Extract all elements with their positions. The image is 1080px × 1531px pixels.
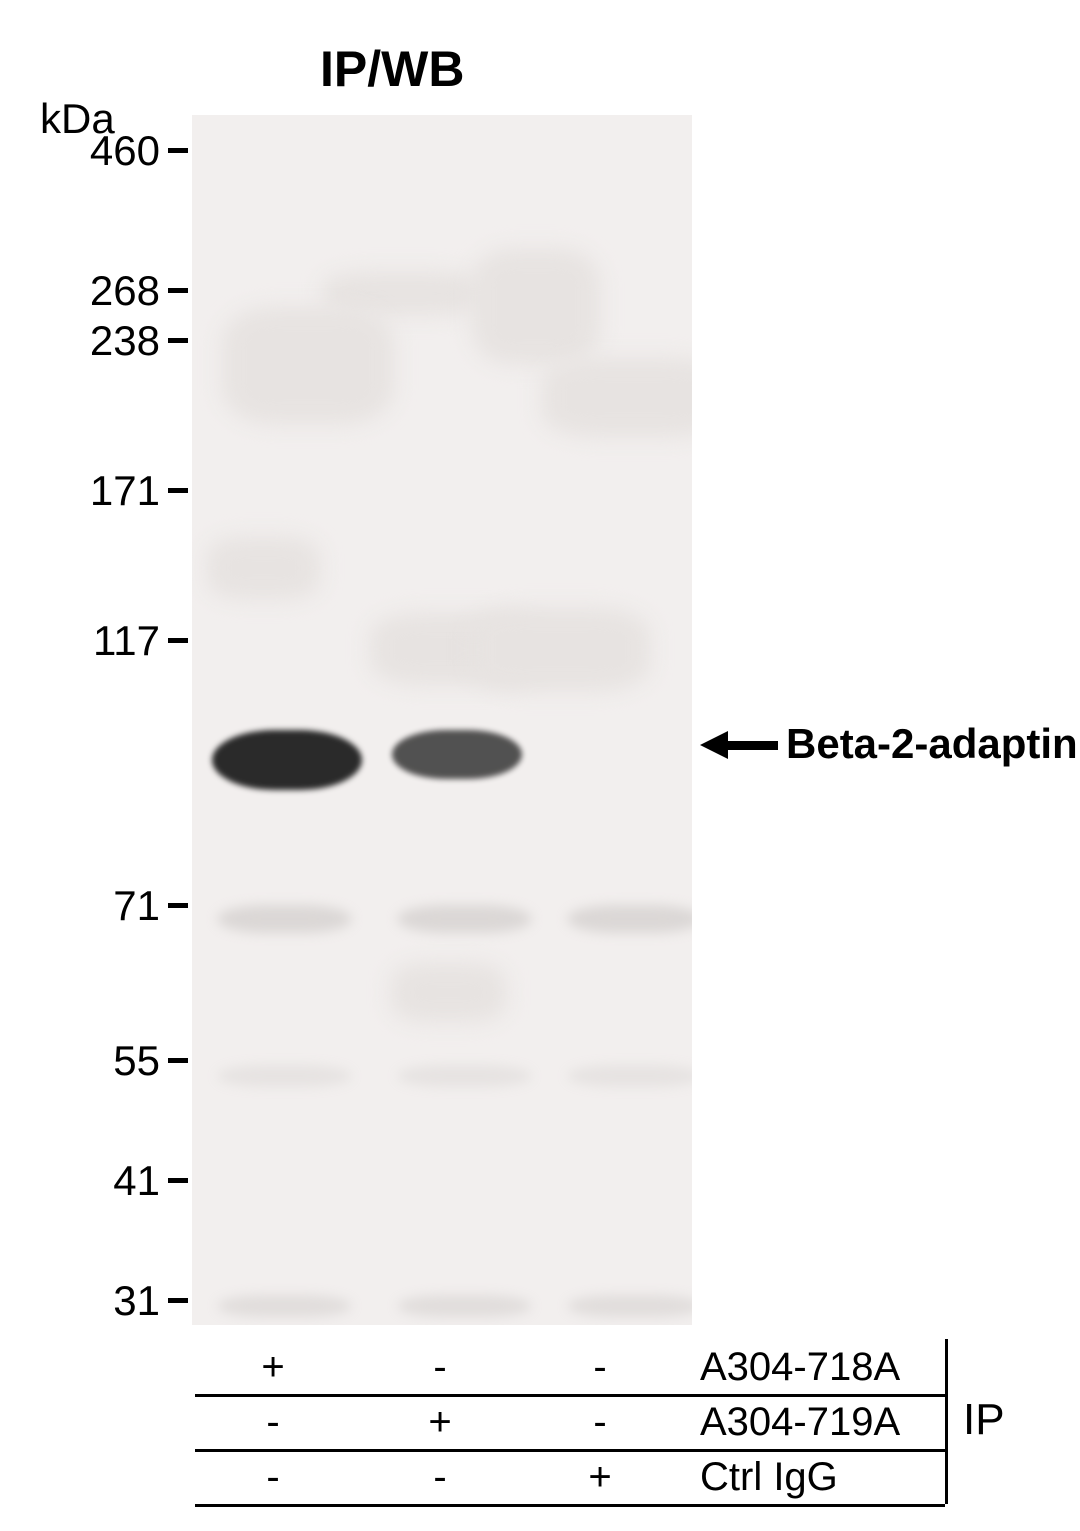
marker-171: 171: [90, 467, 160, 515]
target-band-lane-2: [392, 730, 522, 779]
nonspecific-band-0-lane-1: [217, 905, 352, 933]
ip-cell-r2-c0: -: [253, 1455, 293, 1500]
nonspecific-band-1-lane-1: [217, 1065, 352, 1087]
ip-hline-2: [195, 1504, 945, 1507]
marker-55: 55: [113, 1037, 160, 1085]
blot-noise: [391, 963, 506, 1023]
target-arrow-shaft: [728, 741, 778, 750]
nonspecific-band-0-lane-3: [567, 905, 692, 933]
blot-noise: [207, 537, 320, 599]
ip-cell-r1-c0: -: [253, 1400, 293, 1445]
figure-title: IP/WB: [320, 40, 464, 98]
nonspecific-band-2-lane-1: [217, 1295, 352, 1317]
ip-hline-1: [195, 1449, 945, 1452]
tick-238: [168, 338, 188, 343]
ip-cell-r2-c2: +: [580, 1455, 620, 1500]
tick-171: [168, 488, 188, 493]
marker-117: 117: [93, 617, 160, 665]
western-blot-figure: IP/WB kDa 46026823817111771554131 Beta-2…: [0, 0, 1080, 1531]
nonspecific-band-1-lane-2: [397, 1065, 532, 1087]
nonspecific-band-1-lane-3: [567, 1065, 692, 1087]
ip-bracket-label: IP: [963, 1395, 1005, 1445]
marker-41: 41: [113, 1157, 160, 1205]
ip-cell-r2-c1: -: [420, 1455, 460, 1500]
ip-row-label-1: A304-719A: [700, 1400, 900, 1445]
blot-noise: [222, 307, 394, 424]
blot-noise: [471, 608, 649, 692]
marker-71: 71: [113, 882, 160, 930]
tick-268: [168, 288, 188, 293]
blot-noise: [472, 249, 600, 364]
ip-row-label-0: A304-718A: [700, 1345, 900, 1390]
blot-noise: [542, 358, 692, 436]
ip-bracket-vline: [945, 1339, 948, 1504]
marker-31: 31: [113, 1277, 160, 1325]
marker-268: 268: [90, 267, 160, 315]
nonspecific-band-2-lane-3: [567, 1295, 692, 1317]
ip-bracket-top: [945, 1339, 948, 1342]
ip-cell-r0-c2: -: [580, 1345, 620, 1390]
marker-460: 460: [90, 127, 160, 175]
target-protein-label: Beta-2-adaptin: [786, 720, 1078, 768]
blot-membrane: [192, 115, 692, 1325]
tick-460: [168, 148, 188, 153]
tick-31: [168, 1298, 188, 1303]
ip-cell-r0-c0: +: [253, 1345, 293, 1390]
tick-41: [168, 1178, 188, 1183]
target-arrow-head: [700, 731, 728, 759]
ip-cell-r1-c1: +: [420, 1400, 460, 1445]
ip-cell-r0-c1: -: [420, 1345, 460, 1390]
tick-117: [168, 638, 188, 643]
ip-cell-r1-c2: -: [580, 1400, 620, 1445]
ip-hline-0: [195, 1394, 945, 1397]
tick-71: [168, 903, 188, 908]
nonspecific-band-2-lane-2: [397, 1295, 532, 1317]
tick-55: [168, 1058, 188, 1063]
target-band-lane-1: [212, 730, 362, 790]
marker-238: 238: [90, 317, 160, 365]
ip-row-label-2: Ctrl IgG: [700, 1455, 838, 1500]
nonspecific-band-0-lane-2: [397, 905, 532, 933]
